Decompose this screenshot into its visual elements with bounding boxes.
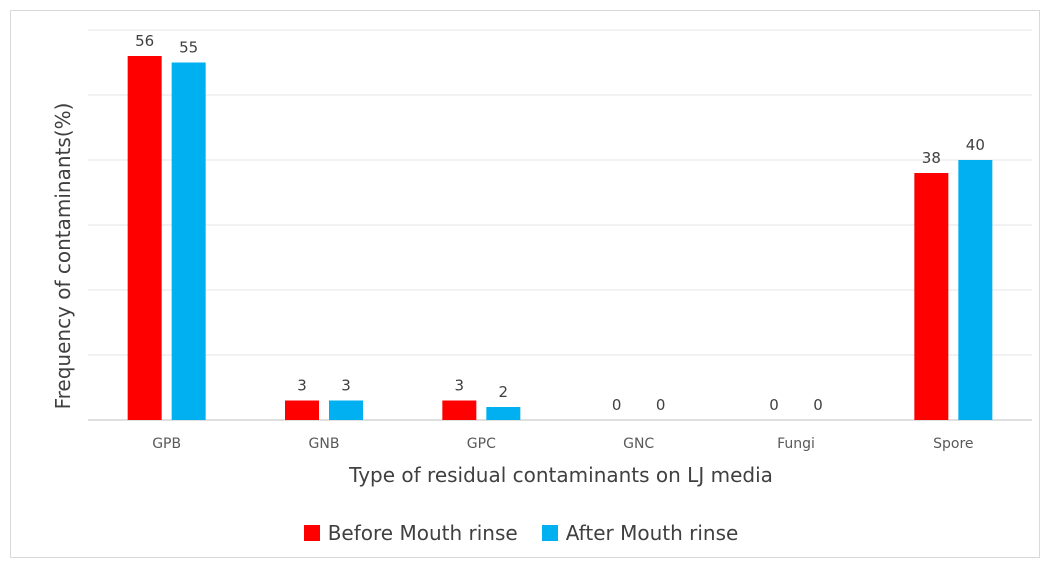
x-tick-label: GPC [467, 436, 496, 452]
x-axis-title: Type of residual contaminants on LJ medi… [348, 463, 773, 487]
x-tick-label: GPB [152, 436, 181, 452]
legend-label-after: After Mouth rinse [565, 521, 739, 545]
bar-after-gnb [329, 400, 363, 420]
data-label: 55 [179, 39, 198, 57]
data-labels: 56 55 3 3 3 2 0 0 0 0 38 40 [135, 32, 985, 414]
bar-before-gpb [127, 56, 162, 420]
bar-after-spore [958, 160, 993, 420]
x-tick-label: GNC [623, 436, 654, 452]
bar-after-gpc [486, 407, 521, 420]
bar-after-gpb [171, 62, 206, 420]
data-label: 2 [499, 383, 509, 401]
data-label: 38 [922, 149, 941, 167]
data-label: 0 [813, 396, 823, 414]
y-axis-title: Frequency of contaminants(%) [51, 103, 75, 410]
data-label: 56 [135, 32, 154, 50]
legend-swatch-before [303, 525, 320, 541]
x-tick-label: Fungi [777, 436, 815, 452]
bar-before-gpc [442, 400, 477, 420]
legend: Before Mouth rinse After Mouth rinse [0, 518, 1042, 548]
data-label: 3 [341, 377, 351, 395]
legend-swatch-after [541, 525, 558, 541]
legend-item-after: After Mouth rinse [541, 521, 739, 545]
legend-label-before: Before Mouth rinse [327, 521, 518, 545]
data-label: 3 [455, 377, 465, 395]
data-label: 0 [612, 396, 622, 414]
data-label: 40 [966, 136, 985, 154]
x-tick-labels: GPB GNB GPC GNC Fungi Spore [152, 436, 973, 452]
bar-before-gnb [285, 400, 319, 420]
data-label: 0 [769, 396, 779, 414]
bar-before-spore [914, 173, 949, 420]
bars [127, 56, 993, 420]
data-label: 3 [297, 377, 307, 395]
x-tick-label: GNB [309, 436, 340, 452]
legend-item-before: Before Mouth rinse [303, 521, 518, 545]
data-label: 0 [656, 396, 666, 414]
gridlines [88, 29, 1032, 421]
x-tick-label: Spore [933, 436, 973, 452]
